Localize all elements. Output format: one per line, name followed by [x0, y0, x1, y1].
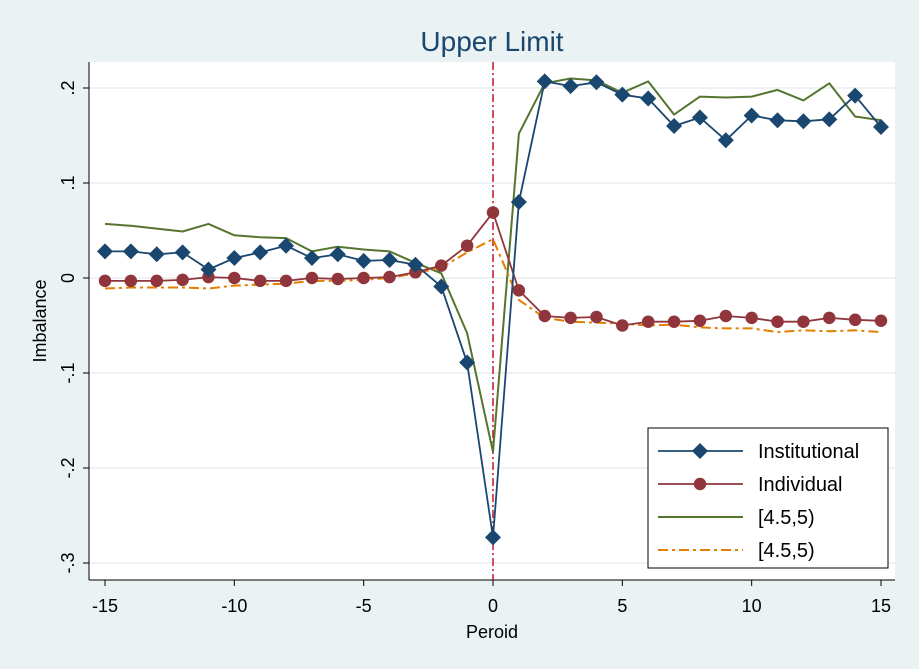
data-point	[200, 261, 217, 278]
x-tick-label: 10	[742, 596, 762, 616]
legend-swatch-marker	[692, 443, 708, 459]
data-point	[357, 271, 370, 285]
y-tick-label: -.3	[58, 552, 78, 573]
series-0	[97, 73, 889, 546]
data-point	[435, 259, 448, 272]
data-point	[460, 239, 474, 252]
data-point	[564, 311, 577, 325]
x-tick-label: 5	[617, 596, 627, 616]
data-point	[666, 118, 683, 134]
data-point	[176, 273, 189, 287]
data-point	[383, 270, 396, 284]
series-line	[104, 238, 882, 334]
data-point	[407, 256, 424, 273]
x-tick-label: 0	[488, 596, 498, 616]
legend-label: Institutional	[758, 441, 859, 463]
data-point	[459, 354, 476, 371]
chart-title: Upper Limit	[420, 26, 563, 57]
legend-swatch-marker	[693, 477, 707, 491]
tick-labels: -.3 -.2 -.1 0 .1 .2 -15 -10 -5 0 5 10 15	[58, 80, 891, 616]
data-point	[693, 314, 707, 327]
data-point	[381, 251, 398, 268]
data-point	[433, 278, 450, 295]
y-tick-label: .1	[58, 175, 78, 190]
series-line	[104, 77, 882, 453]
series-1	[98, 206, 888, 332]
data-point	[510, 194, 527, 210]
data-point	[174, 244, 191, 261]
legend-label: [4.5,5)	[758, 507, 815, 529]
data-point	[847, 87, 864, 104]
x-axis-label: Peroid	[466, 622, 518, 642]
series-layer	[97, 73, 889, 546]
data-point	[667, 315, 681, 328]
y-axis-label: Imbalance	[30, 279, 50, 362]
series-2	[104, 77, 882, 453]
data-point	[823, 311, 836, 325]
data-point	[797, 315, 810, 328]
data-point	[874, 314, 888, 327]
data-point	[303, 250, 320, 267]
data-point	[590, 310, 603, 324]
data-point	[331, 272, 345, 286]
data-point	[641, 315, 655, 328]
data-point	[122, 243, 139, 260]
x-tick-label: -5	[356, 596, 372, 616]
data-point	[150, 274, 163, 288]
y-tick-label: 0	[58, 273, 78, 283]
data-point	[743, 107, 760, 124]
legend-label: Individual	[758, 474, 843, 496]
data-point	[124, 274, 138, 288]
data-point	[562, 78, 579, 95]
x-tick-label: -15	[92, 596, 118, 616]
data-point	[616, 319, 629, 332]
data-point	[536, 73, 553, 90]
data-point	[769, 112, 786, 129]
legend: Institutional Individual [4.5,5) [4.5,5)	[647, 427, 889, 569]
legend-label: [4.5,5)	[758, 540, 815, 562]
data-point	[97, 243, 113, 260]
data-point	[485, 529, 501, 546]
data-point	[355, 252, 372, 269]
data-point	[253, 274, 267, 288]
data-point	[821, 111, 838, 128]
data-point	[771, 315, 784, 328]
data-point	[329, 246, 346, 263]
axes	[83, 62, 895, 586]
data-point	[848, 313, 862, 327]
data-point	[717, 132, 734, 149]
data-point	[873, 118, 889, 135]
x-tick-label: -10	[221, 596, 247, 616]
data-point	[691, 109, 708, 126]
data-point	[228, 271, 241, 285]
data-point	[512, 284, 526, 297]
data-point	[148, 246, 165, 263]
data-point	[279, 274, 293, 288]
data-point	[795, 113, 812, 130]
y-tick-label: -.1	[58, 362, 78, 383]
data-point	[640, 90, 657, 107]
y-tick-label: -.2	[58, 457, 78, 478]
data-point	[538, 309, 551, 323]
data-point	[486, 206, 500, 219]
data-point	[745, 311, 758, 325]
data-point	[98, 274, 112, 288]
y-tick-label: .2	[58, 80, 78, 95]
data-point	[588, 74, 605, 91]
data-point	[278, 237, 295, 254]
data-point	[305, 271, 319, 285]
data-point	[719, 309, 733, 323]
data-point	[614, 86, 631, 103]
data-point	[226, 250, 243, 267]
data-point	[252, 244, 269, 261]
x-tick-label: 15	[871, 596, 891, 616]
series-3	[104, 238, 882, 334]
